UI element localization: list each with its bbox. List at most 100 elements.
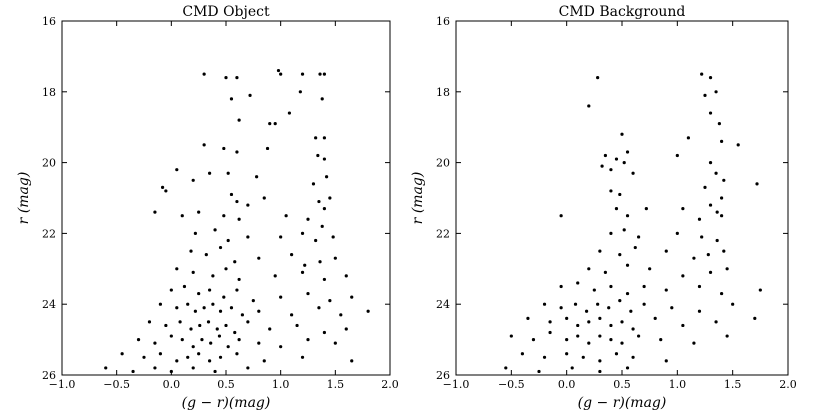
background-data-point xyxy=(573,302,578,306)
background-data-point xyxy=(637,334,641,338)
background-data-point xyxy=(708,270,713,274)
object-data-point xyxy=(182,284,187,289)
object-data-point xyxy=(318,72,322,76)
background-data-point xyxy=(622,161,626,165)
background-data-point xyxy=(581,355,585,359)
background-x-axis-label: (g − r)(mag) xyxy=(578,395,667,411)
object-data-point xyxy=(217,334,222,338)
object-y-tick-label: 26 xyxy=(42,369,56,382)
object-data-point xyxy=(218,355,223,359)
object-data-point xyxy=(222,214,226,218)
object-data-point xyxy=(235,199,239,204)
object-data-point xyxy=(197,291,201,296)
object-data-point xyxy=(233,330,237,335)
object-data-point xyxy=(169,369,173,374)
object-y-tick-label: 24 xyxy=(42,298,56,311)
background-data-point xyxy=(598,316,602,320)
object-data-point xyxy=(279,72,283,76)
object-data-point xyxy=(262,196,266,200)
background-data-point xyxy=(720,139,724,143)
object-data-point xyxy=(287,111,292,115)
background-y-axis-label: r (mag) xyxy=(410,172,426,225)
background-data-point xyxy=(548,320,552,324)
object-data-point xyxy=(366,309,370,313)
background-data-point xyxy=(609,323,613,328)
object-data-point xyxy=(213,228,217,232)
background-x-tick-label: 1.0 xyxy=(669,378,687,391)
object-data-point xyxy=(175,359,179,363)
background-data-point xyxy=(708,161,713,165)
background-data-point xyxy=(598,359,602,363)
object-data-point xyxy=(153,210,157,214)
object-data-point xyxy=(276,68,281,73)
object-data-point xyxy=(178,320,182,324)
object-y-tick-label: 22 xyxy=(42,227,56,240)
object-data-point xyxy=(218,309,223,313)
background-data-point xyxy=(598,369,602,374)
object-data-point xyxy=(164,323,168,328)
object-data-point xyxy=(180,338,184,342)
object-data-point xyxy=(211,302,215,306)
background-data-point xyxy=(565,338,569,342)
background-data-point xyxy=(633,245,637,250)
background-y-tick-label: 18 xyxy=(436,86,450,99)
background-data-point xyxy=(644,207,648,211)
background-data-point xyxy=(584,309,589,313)
background-data-point xyxy=(681,207,685,211)
background-data-point xyxy=(520,352,525,356)
background-chart-title: CMD Background xyxy=(559,4,686,20)
object-chart-title: CMD Object xyxy=(182,4,270,20)
background-data-point xyxy=(708,76,713,80)
object-data-point xyxy=(229,306,234,310)
object-data-point xyxy=(208,359,212,363)
object-data-point xyxy=(229,192,234,197)
object-data-point xyxy=(180,214,184,218)
background-data-point xyxy=(618,192,622,197)
object-data-point xyxy=(237,118,241,122)
background-y-tick-label: 22 xyxy=(436,227,450,240)
object-data-point xyxy=(251,299,255,303)
object-x-tick-label: −0.5 xyxy=(103,378,130,391)
object-data-point xyxy=(314,238,318,243)
object-x-tick-label: −1.0 xyxy=(49,378,76,391)
object-data-point xyxy=(248,93,252,97)
background-data-point xyxy=(631,355,635,359)
background-data-point xyxy=(692,341,696,345)
object-data-point xyxy=(189,249,193,253)
background-data-point xyxy=(570,366,574,370)
object-data-point xyxy=(344,327,348,331)
object-data-point xyxy=(320,97,324,101)
background-data-point xyxy=(715,238,719,243)
object-data-point xyxy=(218,245,223,250)
object-x-tick-label: 0.5 xyxy=(217,378,235,391)
object-data-point xyxy=(158,352,162,356)
object-data-point xyxy=(273,122,277,126)
object-data-point xyxy=(331,235,335,239)
background-data-point xyxy=(681,274,685,278)
background-data-point xyxy=(720,291,724,296)
background-y-tick-label: 20 xyxy=(436,157,450,170)
background-data-point xyxy=(625,366,630,370)
background-data-point xyxy=(542,302,547,306)
background-data-point xyxy=(618,299,622,303)
background-data-point xyxy=(697,217,702,221)
object-data-point xyxy=(240,313,244,317)
background-data-point xyxy=(653,316,657,320)
background-data-point xyxy=(576,323,580,328)
background-data-point xyxy=(576,281,580,285)
object-data-point xyxy=(197,352,201,356)
background-data-point xyxy=(708,203,713,207)
background-data-point xyxy=(625,291,630,296)
object-data-point xyxy=(213,369,217,374)
object-data-point xyxy=(235,76,239,80)
background-data-point xyxy=(592,288,596,292)
background-data-point xyxy=(720,214,724,218)
background-x-tick-label: −1.0 xyxy=(443,378,470,391)
background-data-point xyxy=(542,355,547,359)
object-y-tick-label: 20 xyxy=(42,157,56,170)
object-data-point xyxy=(193,231,197,235)
object-data-point xyxy=(226,345,230,349)
background-data-point xyxy=(587,104,591,108)
background-data-point xyxy=(706,253,710,257)
